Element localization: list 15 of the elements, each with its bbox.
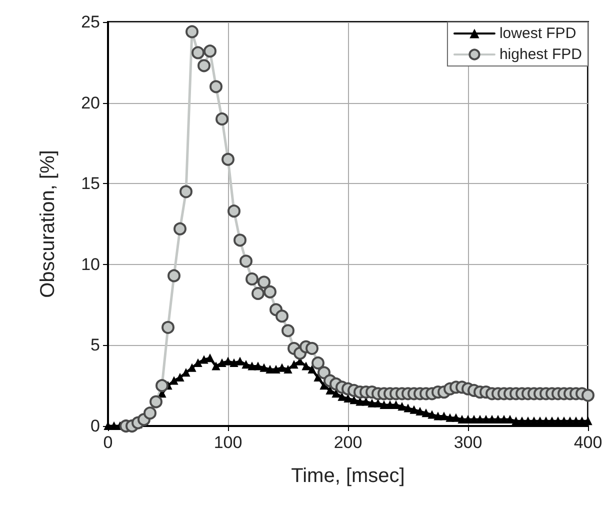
y-tick-label: 15 [81,174,100,194]
x-tick-label: 300 [454,433,482,452]
y-tick-label: 20 [81,93,100,112]
x-tick-label: 400 [574,433,602,452]
y-tick-label: 10 [81,254,100,274]
x-tick-label: 100 [214,433,242,452]
y-tick-label: 5 [90,336,100,355]
x-tick-label: 200 [334,433,362,452]
y-axis-title: Obscuration, [%] [37,150,59,298]
y-tick-label: 0 [90,416,100,436]
x-tick-label: 0 [103,433,113,452]
legend-label: highest FPD [499,46,582,63]
x-axis-title: Time, [msec] [291,465,405,487]
y-tick-label: 25 [81,12,100,32]
legend-label: lowest FPD [499,25,576,42]
